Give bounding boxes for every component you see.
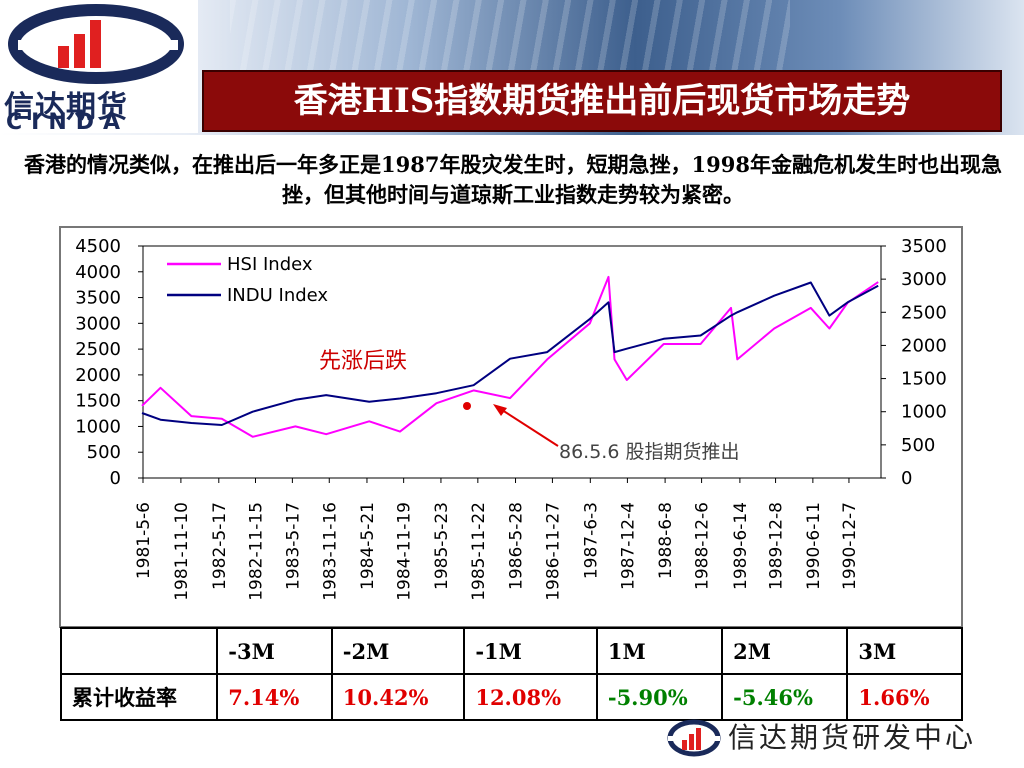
x-tick-label: 1987-6-3	[581, 502, 601, 579]
x-tick-label: 1988-6-8	[656, 502, 676, 579]
y-right-tick-label: 0	[901, 468, 912, 489]
table-cell-value: 10.42%	[330, 673, 466, 721]
chart-frame: HSI Index INDU Index 先涨后跌 86.5.6 股指期货推出 …	[59, 226, 963, 628]
table-header-cell: -2M	[330, 627, 466, 675]
table-header-cell: 3M	[846, 627, 963, 675]
description-text: 香港的情况类似，在推出后一年多正是1987年股灾发生时，短期急挫，1998年金融…	[24, 152, 1002, 207]
table-row-label: 累计收益率	[59, 673, 219, 721]
hsi-indu-chart: HSI Index INDU Index 先涨后跌 86.5.6 股指期货推出 …	[75, 236, 947, 601]
logo-text-en: CINDA	[6, 110, 130, 135]
x-tick-label: 1987-12-4	[618, 502, 638, 590]
x-tick-label: 1982-5-17	[210, 502, 230, 590]
y-right-tick-label: 1500	[901, 369, 947, 390]
legend-label-indu: INDU Index	[227, 285, 328, 306]
x-tick-label: 1985-5-23	[432, 502, 452, 590]
annotation-arrow	[498, 407, 559, 447]
y-right-tick-label: 500	[901, 435, 935, 456]
y-left-tick-label: 2000	[75, 365, 121, 386]
x-tick-label: 1990-6-11	[804, 502, 824, 590]
table-cell-value: -5.90%	[595, 673, 724, 721]
logo-emblem-icon	[8, 4, 184, 84]
page-title: 香港HIS指数期货推出前后现货市场走势	[202, 70, 1002, 132]
table-header-row: -3M -2M -1M 1M 2M 3M	[59, 627, 963, 675]
table-row: 累计收益率 7.14% 10.42% 12.08% -5.90% -5.46% …	[59, 673, 963, 721]
annotation-arrowhead	[493, 404, 507, 416]
plot-area	[142, 245, 882, 479]
series-layer	[141, 275, 879, 438]
x-tick-label: 1988-12-6	[693, 502, 713, 590]
x-tick-label: 1981-11-10	[172, 502, 192, 601]
x-tick-label: 1984-11-19	[395, 502, 415, 601]
footer-logo-icon	[667, 719, 721, 757]
x-tick-label: 1990-12-7	[840, 502, 860, 590]
legend-label-hsi: HSI Index	[227, 254, 313, 275]
y-right-tick-label: 3500	[901, 236, 947, 257]
axes-layer: 4500 4000 3500 3000 2500 2000 1500 1000 500 0 3500…	[75, 236, 947, 601]
footer-text: 信达期货研发中心	[728, 721, 977, 754]
x-tick-label: 1981-5-6	[134, 502, 154, 579]
table-cell-value: -5.46%	[721, 673, 849, 721]
y-left-tick-label: 500	[87, 442, 121, 463]
x-tick-label: 1986-5-28	[507, 502, 527, 590]
launch-marker-dot	[463, 402, 471, 410]
logo-text-cn: 信达期货	[4, 90, 128, 125]
y-left-tick-label: 0	[110, 468, 121, 489]
table-cell-value: 1.66%	[846, 673, 963, 721]
table-cell-value: 12.08%	[463, 673, 598, 721]
y-left-tick-label: 4500	[75, 236, 121, 257]
x-tick-label: 1983-11-16	[320, 502, 340, 601]
x-tick-label: 1989-12-8	[767, 502, 787, 590]
y-left-tick-label: 4000	[75, 262, 121, 283]
annotation-launch: 86.5.6 股指期货推出	[559, 441, 739, 463]
table-cell-value: 7.14%	[216, 673, 333, 721]
table-header-cell: -1M	[463, 627, 598, 675]
chart-legend: HSI Index INDU Index	[167, 254, 328, 306]
x-tick-label: 1982-11-15	[246, 502, 266, 601]
y-right-tick-label: 2000	[901, 335, 947, 356]
x-tick-label: 1989-6-14	[731, 502, 751, 590]
y-right-tick-label: 2500	[901, 302, 947, 323]
y-left-tick-label: 1500	[75, 391, 121, 412]
x-tick-label: 1986-11-27	[543, 502, 563, 601]
returns-table: -3M -2M -1M 1M 2M 3M 累计收益率 7.14% 10.42% …	[59, 627, 963, 721]
table-header-cell: 2M	[721, 627, 849, 675]
y-left-tick-label: 2500	[75, 339, 121, 360]
company-logo: 信达期货 CINDA	[0, 0, 198, 135]
y-left-tick-label: 1000	[75, 416, 121, 437]
series-line-hsi	[141, 275, 879, 438]
table-header-cell	[59, 627, 219, 675]
x-tick-label: 1983-5-17	[283, 502, 303, 590]
table-header-cell: -3M	[216, 627, 333, 675]
annotation-rise-fall: 先涨后跌	[319, 349, 407, 374]
header-decoration	[230, 0, 790, 70]
y-right-tick-label: 3000	[901, 269, 947, 290]
y-left-tick-label: 3000	[75, 313, 121, 334]
x-tick-label: 1985-11-22	[469, 502, 489, 601]
y-left-tick-label: 3500	[75, 288, 121, 309]
y-right-tick-label: 1000	[901, 402, 947, 423]
table-header-cell: 1M	[595, 627, 724, 675]
x-tick-label: 1984-5-21	[358, 502, 378, 590]
series-line-indu	[141, 281, 879, 426]
